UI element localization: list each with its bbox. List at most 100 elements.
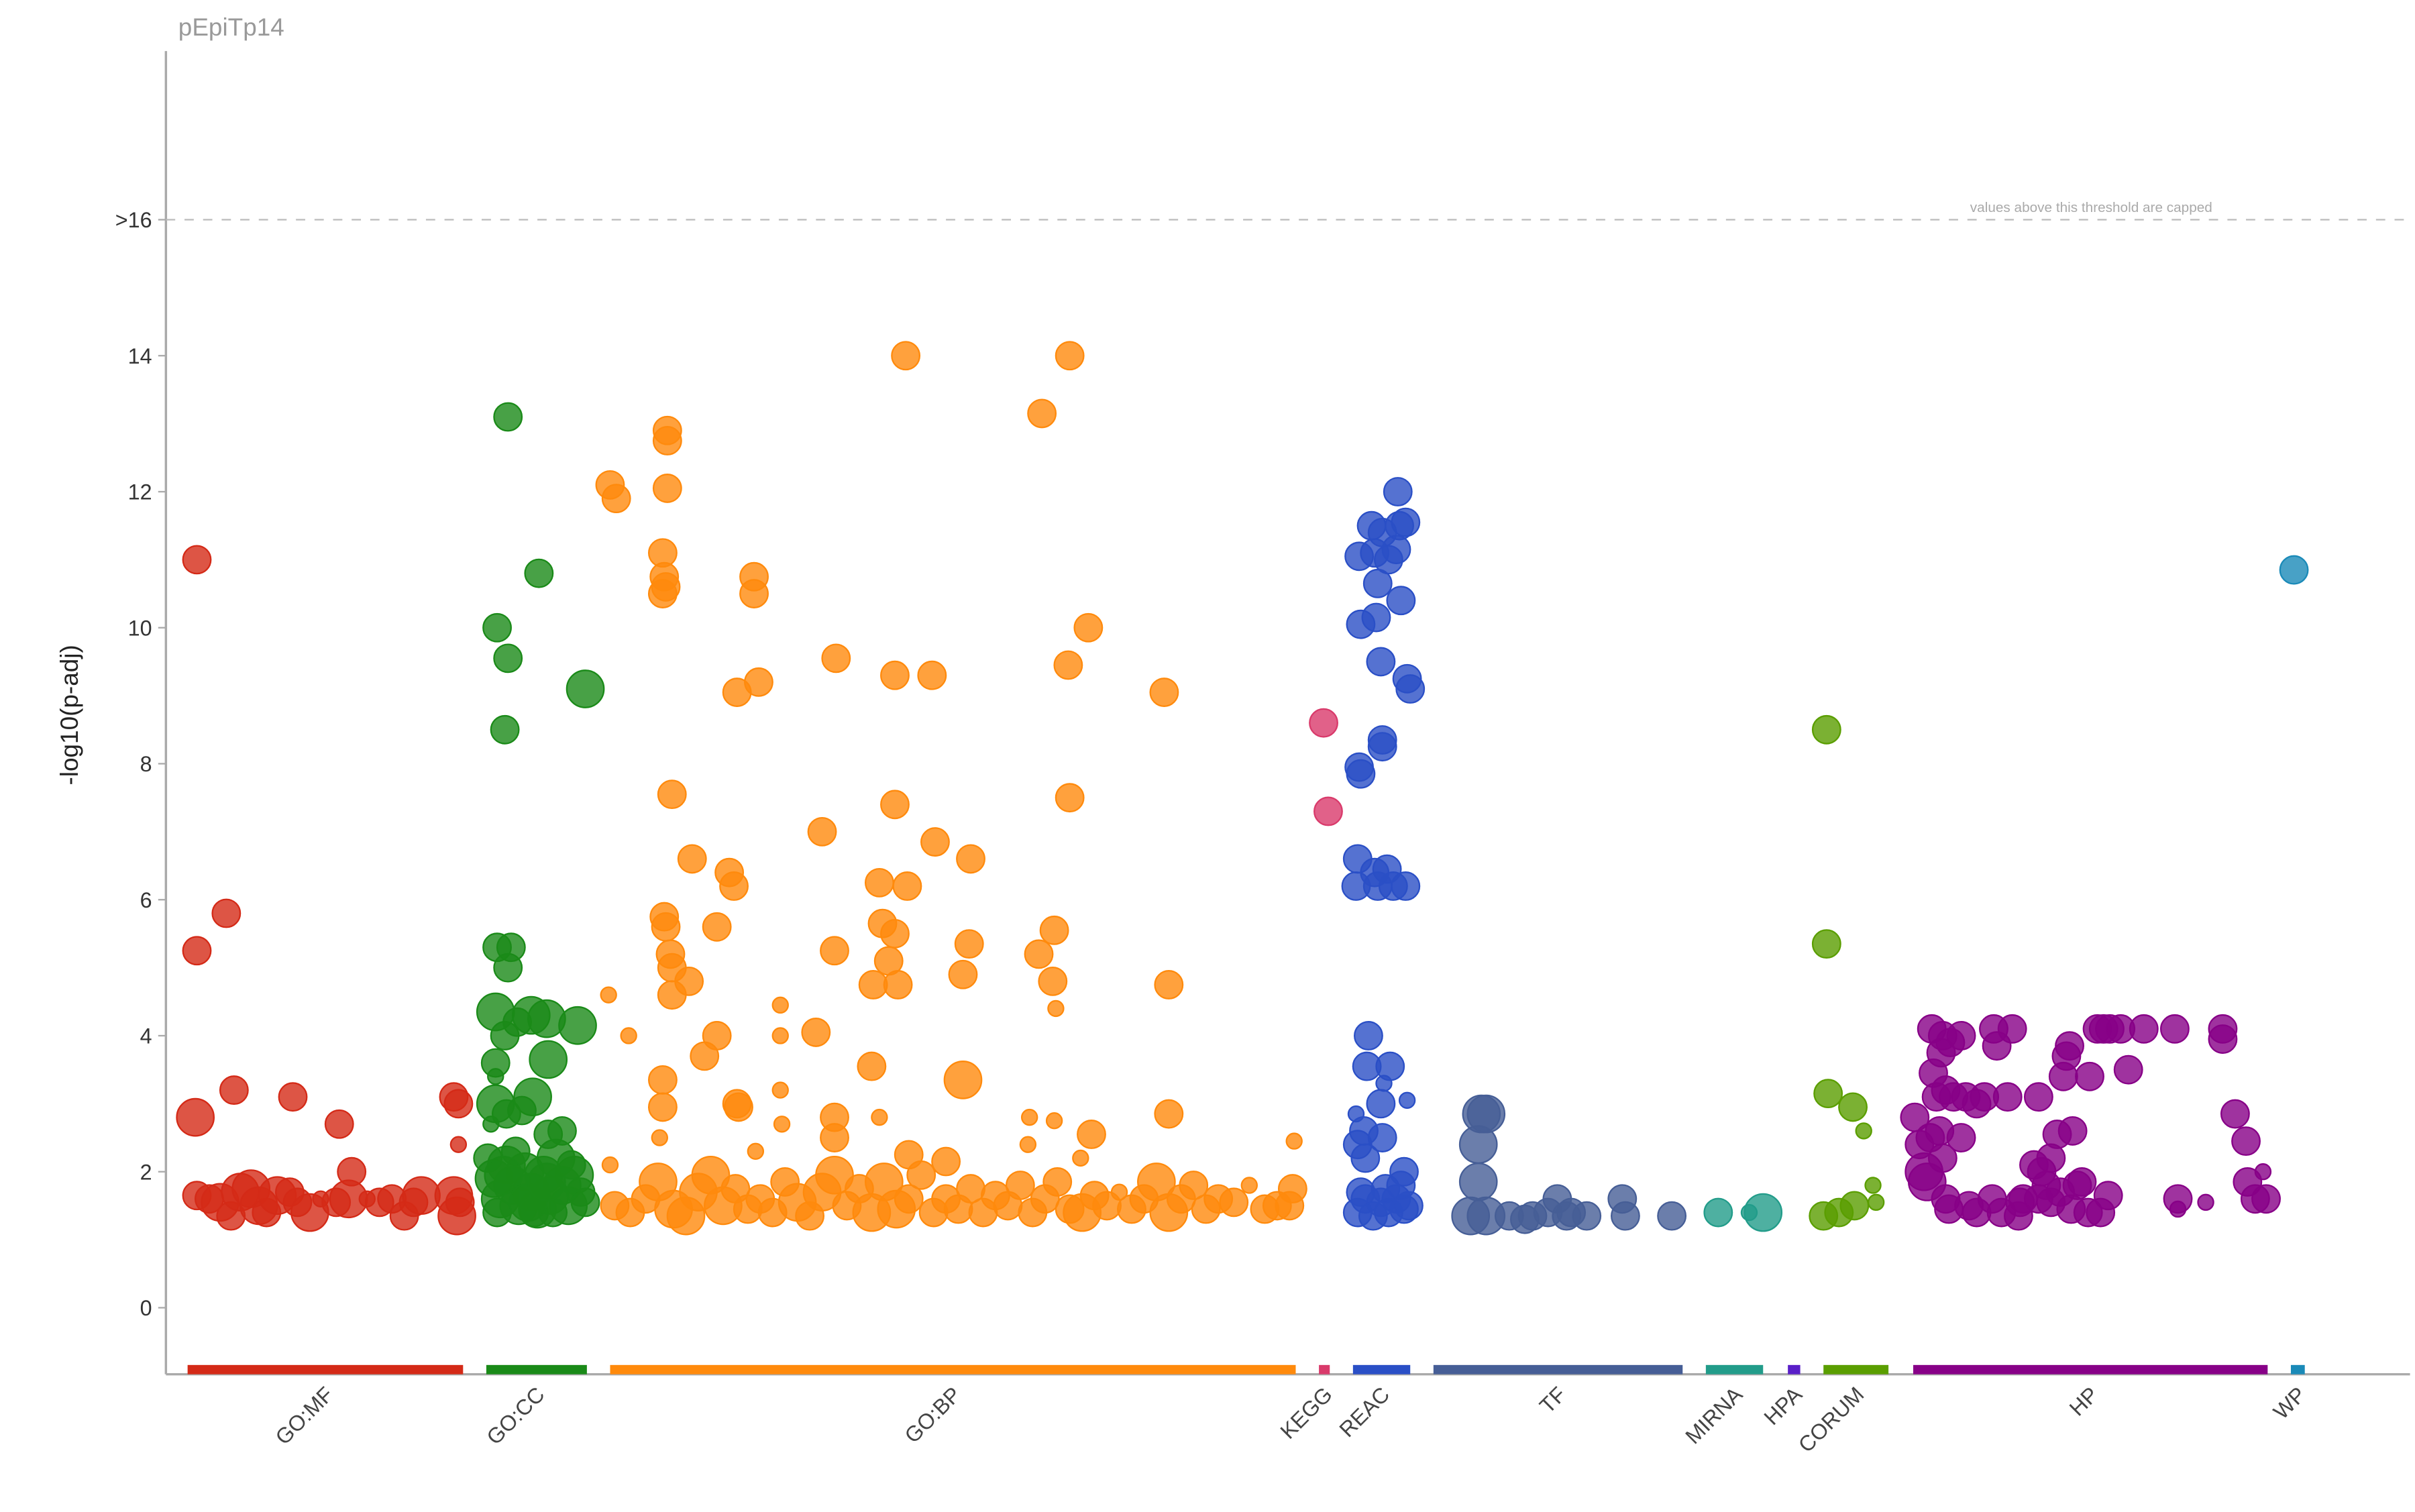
point-gomf[interactable]: [402, 1176, 441, 1216]
point-gobp[interactable]: [954, 929, 984, 959]
point-gobp[interactable]: [892, 871, 922, 901]
point-hp[interactable]: [1927, 1143, 1957, 1173]
point-gocc[interactable]: [527, 1163, 566, 1201]
point-gobp[interactable]: [1285, 1132, 1303, 1150]
point-hp[interactable]: [2197, 1193, 2214, 1211]
point-hp[interactable]: [2169, 1200, 2187, 1218]
point-gobp[interactable]: [1027, 398, 1057, 429]
point-gobp[interactable]: [815, 1155, 854, 1195]
point-gobp[interactable]: [956, 844, 985, 874]
point-gocc[interactable]: [566, 669, 605, 708]
point-gobp[interactable]: [931, 1146, 961, 1177]
point-reac[interactable]: [1354, 1021, 1383, 1050]
point-gomf[interactable]: [182, 936, 212, 966]
point-gobp[interactable]: [690, 1041, 720, 1071]
point-gobp[interactable]: [724, 1092, 753, 1122]
point-tf[interactable]: [1610, 1201, 1640, 1231]
point-gobp[interactable]: [807, 816, 837, 847]
point-gocc[interactable]: [570, 1187, 600, 1218]
point-gobp[interactable]: [880, 919, 910, 949]
point-reac[interactable]: [1391, 507, 1421, 537]
point-gobp[interactable]: [702, 912, 732, 942]
point-gomf[interactable]: [182, 545, 212, 575]
point-reac[interactable]: [1391, 871, 1421, 901]
point-gomf[interactable]: [219, 1075, 249, 1105]
point-corum[interactable]: [1813, 1079, 1843, 1109]
point-gocc[interactable]: [529, 1040, 568, 1079]
point-reac[interactable]: [1367, 732, 1397, 762]
point-gobp[interactable]: [1005, 1171, 1035, 1200]
point-gobp[interactable]: [771, 996, 789, 1014]
point-gobp[interactable]: [1077, 1120, 1106, 1149]
point-reac[interactable]: [1375, 1075, 1393, 1092]
point-reac[interactable]: [1383, 477, 1413, 506]
point-gobp[interactable]: [880, 660, 910, 690]
point-gobp[interactable]: [1045, 1112, 1063, 1130]
point-gobp[interactable]: [871, 1108, 888, 1126]
point-hp[interactable]: [2075, 1061, 2104, 1091]
point-reac[interactable]: [1398, 1091, 1416, 1109]
point-hp[interactable]: [2023, 1082, 2053, 1112]
point-gobp[interactable]: [948, 959, 978, 989]
point-gocc[interactable]: [558, 1006, 597, 1045]
point-corum[interactable]: [1867, 1193, 1885, 1211]
point-gobp[interactable]: [857, 1051, 887, 1081]
point-tf[interactable]: [1657, 1201, 1687, 1231]
point-hp[interactable]: [2113, 1055, 2143, 1085]
point-hp[interactable]: [1926, 1038, 1956, 1068]
point-gomf[interactable]: [445, 1187, 475, 1218]
point-gobp[interactable]: [1019, 1136, 1037, 1153]
point-gobp[interactable]: [747, 1142, 765, 1160]
point-corum[interactable]: [1839, 1191, 1870, 1221]
point-gocc[interactable]: [490, 714, 520, 745]
point-gobp[interactable]: [1039, 915, 1069, 945]
point-gobp[interactable]: [1020, 1108, 1038, 1126]
point-gobp[interactable]: [1149, 678, 1179, 707]
point-mirna[interactable]: [1703, 1197, 1733, 1228]
point-gocc[interactable]: [487, 1068, 504, 1085]
point-reac[interactable]: [1386, 586, 1416, 616]
point-tf[interactable]: [1458, 1163, 1498, 1201]
point-gobp[interactable]: [651, 912, 681, 942]
point-gobp[interactable]: [858, 970, 888, 1000]
point-tf[interactable]: [1458, 1125, 1498, 1165]
point-gocc[interactable]: [484, 1155, 523, 1195]
point-reac[interactable]: [1346, 759, 1376, 789]
point-reac[interactable]: [1366, 647, 1396, 677]
point-gobp[interactable]: [821, 643, 851, 673]
point-gocc[interactable]: [507, 1095, 537, 1126]
point-gocc[interactable]: [556, 1150, 586, 1180]
point-kegg[interactable]: [1309, 708, 1338, 738]
point-reac[interactable]: [1366, 1089, 1396, 1119]
point-reac[interactable]: [1361, 602, 1391, 633]
point-hp[interactable]: [2231, 1126, 2261, 1156]
point-reac[interactable]: [1346, 1177, 1376, 1207]
point-gobp[interactable]: [647, 1092, 678, 1122]
point-gobp[interactable]: [657, 980, 687, 1010]
point-reac[interactable]: [1362, 568, 1393, 598]
point-gobp[interactable]: [1179, 1171, 1209, 1200]
point-gomf[interactable]: [176, 1097, 215, 1137]
point-gobp[interactable]: [880, 790, 910, 820]
point-gomf[interactable]: [449, 1136, 468, 1153]
point-gobp[interactable]: [652, 426, 682, 455]
point-gobp[interactable]: [1110, 1183, 1128, 1201]
point-corum[interactable]: [1838, 1092, 1868, 1122]
point-gobp[interactable]: [864, 867, 894, 898]
point-gobp[interactable]: [1024, 939, 1054, 969]
point-gobp[interactable]: [820, 936, 849, 966]
point-hp[interactable]: [2220, 1099, 2250, 1129]
point-hp[interactable]: [2055, 1031, 2084, 1061]
point-gobp[interactable]: [1219, 1187, 1249, 1218]
point-hp[interactable]: [1946, 1021, 1976, 1050]
point-gobp[interactable]: [1042, 1167, 1073, 1197]
point-gobp[interactable]: [651, 1129, 668, 1146]
point-gobp[interactable]: [801, 1017, 831, 1047]
point-gobp[interactable]: [1240, 1177, 1258, 1194]
point-gocc[interactable]: [493, 643, 523, 673]
point-hp[interactable]: [2093, 1181, 2123, 1211]
point-gobp[interactable]: [883, 970, 913, 1000]
point-hp[interactable]: [2159, 1014, 2190, 1044]
point-gobp[interactable]: [1047, 1000, 1065, 1018]
point-gobp[interactable]: [647, 579, 678, 608]
